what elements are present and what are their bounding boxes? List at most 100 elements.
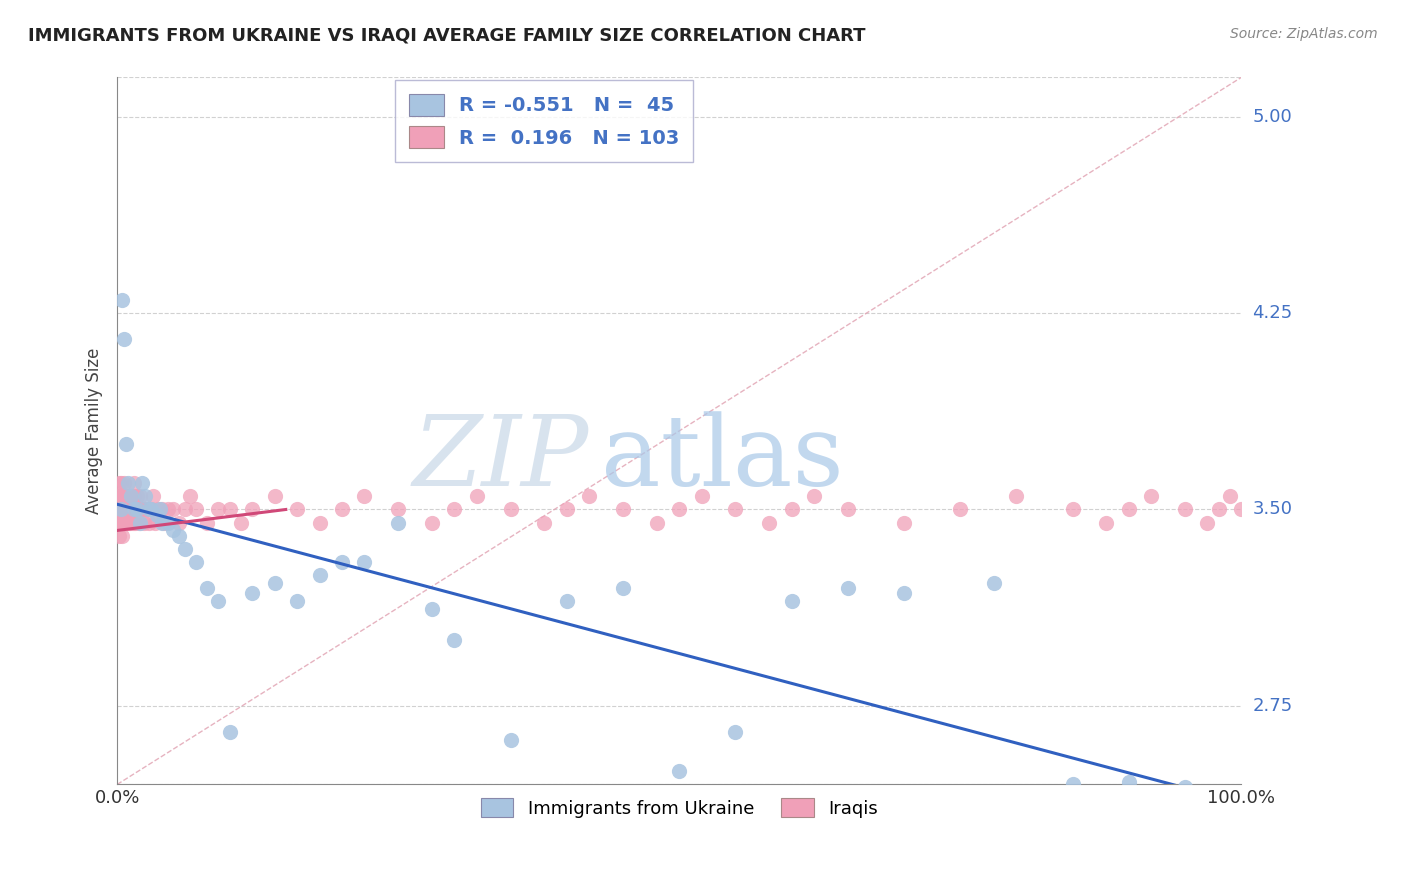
Point xyxy=(115,502,138,516)
Point xyxy=(263,575,285,590)
Point xyxy=(118,516,141,530)
Point xyxy=(173,502,195,516)
Point xyxy=(131,476,153,491)
Point xyxy=(1219,489,1241,503)
Text: 4.25: 4.25 xyxy=(1253,304,1292,322)
Point xyxy=(263,489,285,503)
Point xyxy=(112,332,135,346)
Point xyxy=(803,489,825,503)
Point xyxy=(780,594,803,608)
Point xyxy=(420,602,443,616)
Point xyxy=(115,489,138,503)
Point xyxy=(1197,516,1219,530)
Point xyxy=(142,489,165,503)
Point xyxy=(162,502,184,516)
Point xyxy=(117,502,139,516)
Point xyxy=(893,586,915,600)
Point xyxy=(949,502,972,516)
Point xyxy=(240,502,263,516)
Point xyxy=(138,502,160,516)
Point xyxy=(136,502,159,516)
Point xyxy=(983,575,1005,590)
Point xyxy=(837,581,859,595)
Point xyxy=(111,502,134,516)
Point xyxy=(127,489,149,503)
Point xyxy=(240,586,263,600)
Point xyxy=(108,476,131,491)
Point xyxy=(443,633,465,648)
Point xyxy=(134,489,156,503)
Point xyxy=(353,489,375,503)
Point xyxy=(108,502,131,516)
Point xyxy=(229,516,252,530)
Text: 3.50: 3.50 xyxy=(1253,500,1292,518)
Point xyxy=(128,516,150,530)
Point xyxy=(122,516,145,530)
Point xyxy=(111,502,134,516)
Point xyxy=(125,502,148,516)
Point xyxy=(115,516,138,530)
Point xyxy=(167,529,190,543)
Point xyxy=(218,502,240,516)
Point xyxy=(112,502,135,516)
Point xyxy=(195,516,218,530)
Point xyxy=(1118,774,1140,789)
Point xyxy=(112,476,135,491)
Point xyxy=(107,516,129,530)
Point xyxy=(114,502,136,516)
Point xyxy=(420,516,443,530)
Point xyxy=(1174,780,1197,794)
Point xyxy=(120,489,142,503)
Point xyxy=(139,502,162,516)
Point xyxy=(107,516,129,530)
Point xyxy=(110,489,132,503)
Point xyxy=(153,516,176,530)
Point xyxy=(162,524,184,538)
Point xyxy=(724,502,747,516)
Point xyxy=(127,502,149,516)
Point xyxy=(128,516,150,530)
Text: Source: ZipAtlas.com: Source: ZipAtlas.com xyxy=(1230,27,1378,41)
Point xyxy=(122,502,145,516)
Point xyxy=(1208,502,1230,516)
Point xyxy=(139,502,162,516)
Point xyxy=(107,489,129,503)
Point xyxy=(131,502,153,516)
Y-axis label: Average Family Size: Average Family Size xyxy=(86,348,103,514)
Point xyxy=(122,489,145,503)
Point xyxy=(117,489,139,503)
Point xyxy=(112,502,135,516)
Point xyxy=(645,516,668,530)
Point xyxy=(120,489,142,503)
Point xyxy=(108,502,131,516)
Point xyxy=(128,489,150,503)
Point xyxy=(690,489,713,503)
Point xyxy=(499,502,522,516)
Point xyxy=(1062,777,1084,791)
Point xyxy=(499,733,522,747)
Point xyxy=(353,555,375,569)
Point xyxy=(138,516,160,530)
Point xyxy=(443,502,465,516)
Point xyxy=(387,502,409,516)
Point xyxy=(308,516,330,530)
Point xyxy=(308,568,330,582)
Point xyxy=(122,502,145,516)
Point xyxy=(173,541,195,556)
Point xyxy=(128,502,150,516)
Point xyxy=(893,516,915,530)
Point xyxy=(124,516,146,530)
Point xyxy=(120,502,142,516)
Point xyxy=(195,581,218,595)
Point xyxy=(107,502,129,516)
Point xyxy=(612,581,634,595)
Point xyxy=(117,516,139,530)
Point xyxy=(724,725,747,739)
Point xyxy=(758,516,780,530)
Point xyxy=(110,489,132,503)
Point xyxy=(207,594,229,608)
Point xyxy=(121,502,143,516)
Point xyxy=(110,476,132,491)
Legend: Immigrants from Ukraine, Iraqis: Immigrants from Ukraine, Iraqis xyxy=(474,791,884,825)
Point xyxy=(184,502,207,516)
